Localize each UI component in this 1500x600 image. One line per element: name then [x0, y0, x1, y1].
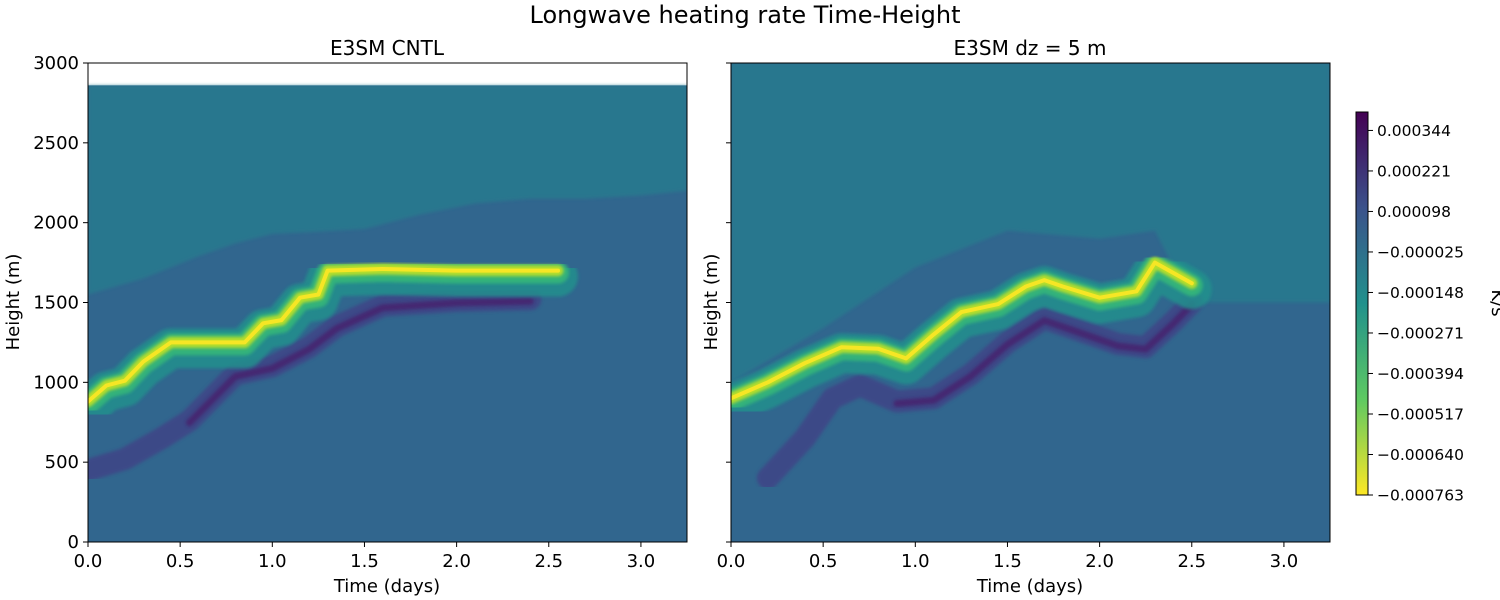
x-tick-label: 1.5 [350, 551, 379, 572]
x-tick-label: 0.5 [166, 551, 195, 572]
y-tick-label: 2500 [33, 133, 79, 154]
colorbar-tick-label: 0.000344 [1377, 122, 1451, 140]
colorbar-tick-label: −0.000517 [1377, 405, 1464, 423]
warming-layer-core [893, 301, 1196, 407]
x-tick-label: 0.0 [74, 551, 103, 572]
colorbar: 0.000344 0.000221 0.000098 −0.000025 −0.0001… [1355, 111, 1500, 505]
panel-e3sm-cntl: E3SM CNTL 0.0 0.5 1.0 1.5 2.0 2.5 3.0 0 500 1000… [3, 36, 688, 597]
y-axis-label: Height (m) [3, 254, 24, 351]
colorbar-tick-label: −0.000025 [1377, 243, 1464, 261]
x-tick-label: 0.5 [809, 551, 838, 572]
x-tick-label: 1.5 [993, 551, 1022, 572]
x-tick-label: 0.0 [717, 551, 746, 572]
x-tick-label: 2.5 [534, 551, 563, 572]
panel-title: E3SM CNTL [330, 36, 445, 60]
colorbar-tick-label: −0.000394 [1377, 365, 1464, 383]
colorbar-tick-label: 0.000221 [1377, 162, 1451, 180]
colorbar-tick-label: −0.000271 [1377, 324, 1464, 342]
y-tick-label: 1000 [33, 372, 79, 393]
cooling-layer-core [731, 260, 1194, 401]
colorbar-tick-label: −0.000148 [1377, 284, 1464, 302]
y-tick-label: 3000 [33, 53, 79, 74]
colorbar-label: K/s [1487, 289, 1500, 316]
colorbar-bar [1355, 111, 1369, 496]
x-tick-label: 1.0 [258, 551, 287, 572]
y-tick-label: 500 [45, 452, 79, 473]
field-upper-band [88, 85, 687, 295]
figure-suptitle: Longwave heating rate Time-Height [530, 1, 961, 29]
x-tick-label: 2.0 [442, 551, 471, 572]
panel-title: E3SM dz = 5 m [954, 36, 1107, 60]
y-axis-label: Height (m) [701, 254, 722, 351]
x-axis-label: Time (days) [333, 576, 440, 597]
y-tick-label: 0 [68, 532, 79, 553]
x-tick-label: 3.0 [627, 551, 656, 572]
field-upper-band [731, 63, 1330, 383]
x-tick-label: 3.0 [1270, 551, 1299, 572]
colorbar-tick-label: −0.000640 [1377, 446, 1464, 464]
panel-e3sm-dz5: E3SM dz = 5 m 0.0 0.5 1.0 1.5 2.0 2.5 3.0 Time… [701, 36, 1331, 597]
x-tick-label: 2.5 [1177, 551, 1206, 572]
y-tick-label: 2000 [33, 213, 79, 234]
x-tick-label: 1.0 [901, 551, 930, 572]
colorbar-tick-label: 0.000098 [1377, 203, 1451, 221]
x-axis-label: Time (days) [976, 576, 1083, 597]
warming-layer-core [185, 297, 534, 427]
x-tick-label: 2.0 [1085, 551, 1114, 572]
colorbar-tick-label: −0.000763 [1377, 487, 1464, 505]
cooling-layer-core [88, 267, 560, 404]
y-tick-label: 1500 [33, 293, 79, 314]
